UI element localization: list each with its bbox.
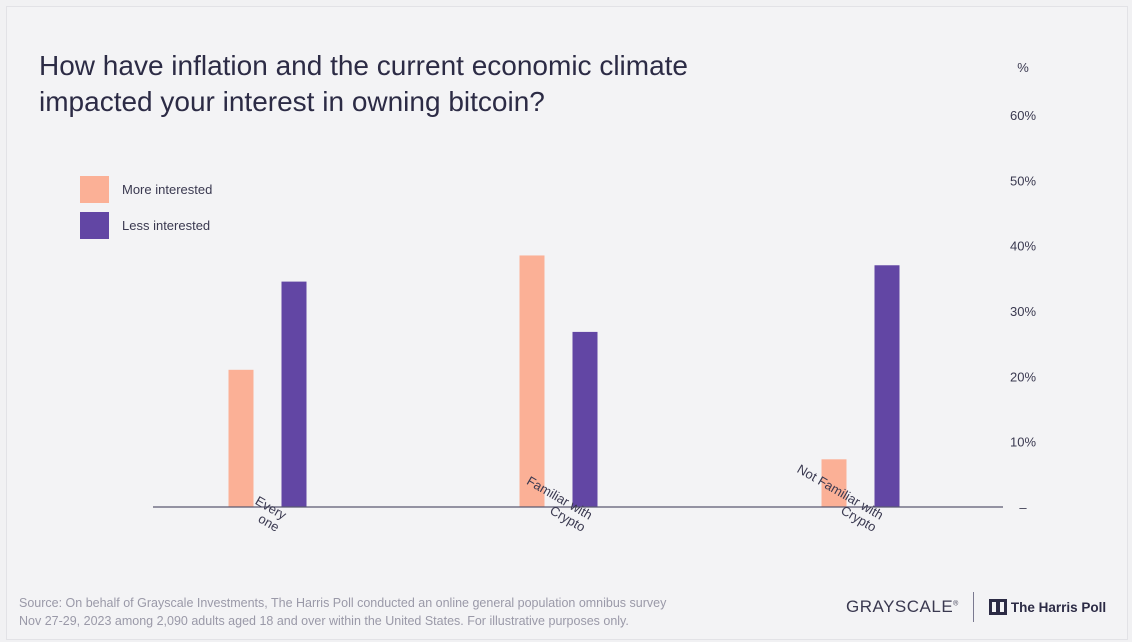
- bar-less-interested: [281, 281, 307, 507]
- harris-poll-wordmark: The Harris Poll: [1010, 599, 1107, 615]
- harris-poll-logo: The Harris Poll: [988, 597, 1106, 617]
- legend: More interested Less interested: [80, 175, 213, 248]
- harris-poll-icon: [988, 599, 1007, 615]
- grayscale-logo: GRAYSCALE®: [846, 597, 959, 617]
- y-tick-label: 20%: [1010, 369, 1036, 384]
- bar-less-interested: [874, 265, 900, 507]
- y-tick-label: 50%: [1010, 173, 1036, 188]
- source-line-1: Source: On behalf of Grayscale Investmen…: [19, 596, 667, 610]
- bar-more-interested: [519, 255, 545, 507]
- y-tick-label: 60%: [1010, 108, 1036, 123]
- bar-more-interested: [228, 369, 254, 507]
- y-tick-label: 10%: [1010, 435, 1036, 450]
- legend-item-more-interested: More interested: [80, 175, 213, 203]
- legend-label-more-interested: More interested: [122, 181, 213, 197]
- source-line-2: Nov 27-29, 2023 among 2,090 adults aged …: [19, 614, 629, 628]
- y-tick-label: 40%: [1010, 239, 1036, 254]
- y-tick-label: 30%: [1010, 304, 1036, 319]
- logo-divider: [972, 592, 974, 622]
- bar-more-interested: [821, 459, 847, 507]
- legend-label-less-interested: Less interested: [122, 217, 211, 233]
- chart-title: How have inflation and the current econo…: [39, 50, 689, 117]
- legend-swatch-less-interested: [80, 211, 109, 239]
- registered-mark: ®: [953, 600, 959, 608]
- logos: GRAYSCALE® The Harris Poll: [846, 592, 1106, 622]
- legend-item-less-interested: Less interested: [80, 211, 212, 239]
- legend-swatch-more-interested: [80, 175, 109, 203]
- grayscale-wordmark: GRAYSCALE: [846, 597, 954, 616]
- source-note: Source: On behalf of Grayscale Investmen…: [19, 594, 666, 630]
- chart-card: [6, 6, 1128, 640]
- y-axis-unit-label: %: [1017, 60, 1029, 75]
- y-tick-label: –: [1019, 500, 1027, 515]
- bar-less-interested: [572, 331, 598, 507]
